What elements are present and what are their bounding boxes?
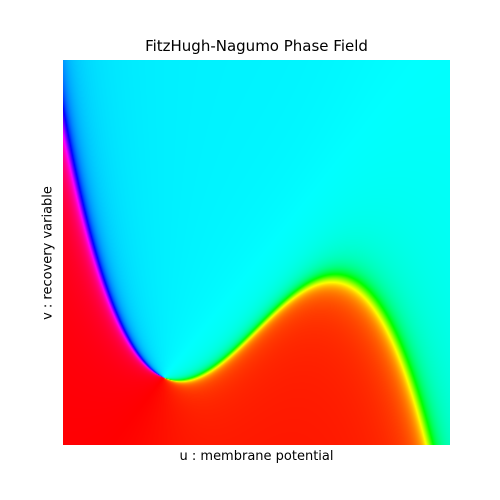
x-axis-label: u : membrane potential [179, 449, 334, 464]
y-axis-label: v : recovery variable [40, 186, 56, 320]
phase-field-heatmap [63, 60, 450, 445]
plot-area [63, 60, 450, 445]
chart-title: FitzHugh-Nagumo Phase Field [145, 37, 368, 55]
